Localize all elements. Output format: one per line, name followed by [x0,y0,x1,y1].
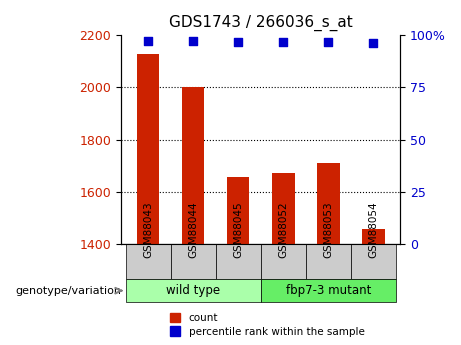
Point [279,39,287,45]
FancyBboxPatch shape [125,244,171,279]
Text: GSM88054: GSM88054 [368,202,378,258]
FancyBboxPatch shape [216,244,261,279]
FancyBboxPatch shape [351,244,396,279]
Point [235,39,242,45]
Bar [317,163,340,244]
FancyBboxPatch shape [125,279,261,303]
Text: wild type: wild type [166,284,220,297]
Text: GSM88045: GSM88045 [233,202,243,258]
Bar [182,87,204,244]
FancyBboxPatch shape [171,244,216,279]
Text: GSM88053: GSM88053 [323,202,333,258]
Point [189,38,197,44]
Legend: count, percentile rank within the sample: count, percentile rank within the sample [167,310,368,340]
Bar [137,53,160,244]
Point [325,39,332,45]
Title: GDS1743 / 266036_s_at: GDS1743 / 266036_s_at [169,15,353,31]
Point [144,38,152,43]
FancyBboxPatch shape [261,279,396,303]
FancyBboxPatch shape [306,244,351,279]
Text: fbp7-3 mutant: fbp7-3 mutant [286,284,371,297]
Text: genotype/variation: genotype/variation [15,286,121,296]
Text: GSM88043: GSM88043 [143,202,153,258]
Bar [272,174,295,244]
Text: GSM88044: GSM88044 [188,202,198,258]
Point [370,40,377,46]
FancyBboxPatch shape [261,244,306,279]
Bar [227,177,249,244]
Text: GSM88052: GSM88052 [278,202,288,258]
Bar [362,229,384,244]
